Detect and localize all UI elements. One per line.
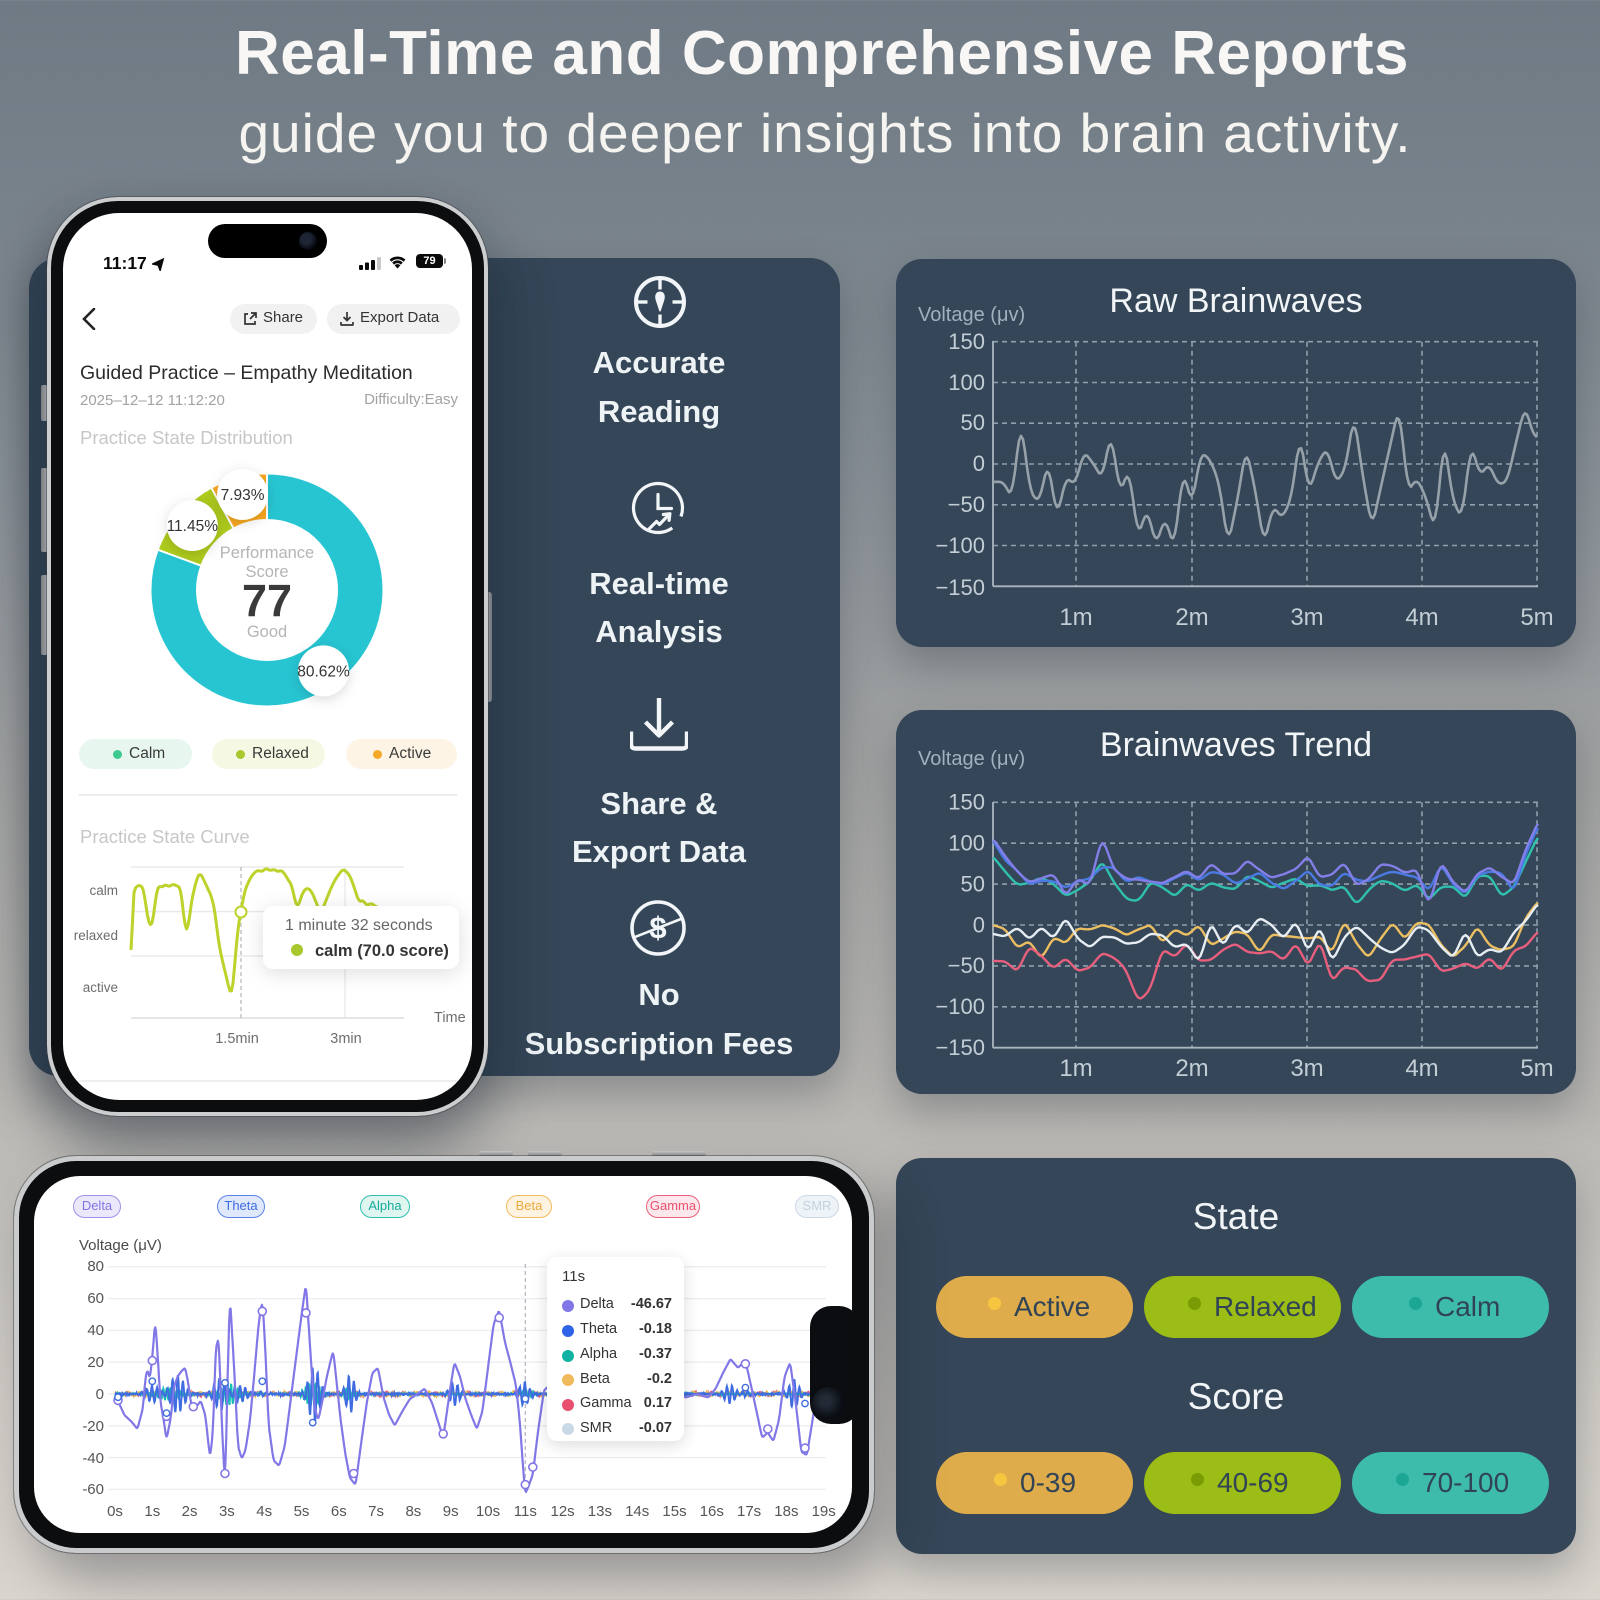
svg-text:4m: 4m [1405,1055,1438,1082]
svg-text:Voltage (μv): Voltage (μv) [918,748,1025,770]
svg-text:−100: −100 [935,533,985,558]
svg-text:Performance: Performance [220,544,314,562]
svg-text:relaxed: relaxed [74,928,118,943]
svg-text:12s: 12s [551,1503,575,1520]
svg-text:6s: 6s [331,1503,347,1520]
svg-text:18s: 18s [774,1503,798,1520]
svg-text:7s: 7s [368,1503,384,1520]
svg-text:50: 50 [961,871,985,896]
svg-text:13s: 13s [588,1503,612,1520]
svg-text:1s: 1s [144,1503,160,1520]
svg-text:0: 0 [96,1386,104,1403]
svg-text:calm: calm [89,883,118,898]
svg-text:3min: 3min [330,1031,361,1047]
svg-text:−150: −150 [935,1035,985,1060]
svg-text:Score: Score [245,563,288,581]
svg-text:calm (70.0 score): calm (70.0 score) [315,942,449,960]
svg-text:77: 77 [242,575,292,626]
svg-text:150: 150 [948,790,985,815]
svg-text:1m: 1m [1059,1055,1092,1082]
svg-text:-20: -20 [82,1418,104,1435]
svg-text:3m: 3m [1290,604,1323,631]
svg-text:80.62%: 80.62% [297,663,350,680]
svg-text:0: 0 [973,451,985,476]
svg-text:17s: 17s [737,1503,761,1520]
svg-text:40: 40 [87,1322,104,1339]
svg-text:80: 80 [87,1258,104,1275]
svg-text:50: 50 [961,410,985,435]
svg-text:16s: 16s [700,1503,724,1520]
svg-text:2m: 2m [1175,604,1208,631]
svg-text:-60: -60 [82,1481,104,1498]
svg-text:14s: 14s [625,1503,649,1520]
svg-text:5m: 5m [1520,1055,1553,1082]
svg-text:Brainwaves Trend: Brainwaves Trend [1100,726,1372,764]
svg-text:20: 20 [87,1354,104,1371]
svg-text:2s: 2s [182,1503,198,1520]
svg-text:60: 60 [87,1290,104,1307]
svg-text:1m: 1m [1059,604,1092,631]
svg-text:Time: Time [434,1010,466,1026]
svg-text:Raw Brainwaves: Raw Brainwaves [1109,282,1362,320]
svg-text:5s: 5s [294,1503,310,1520]
svg-text:−100: −100 [935,994,985,1019]
svg-text:11s: 11s [514,1503,537,1520]
svg-text:11.45%: 11.45% [167,518,219,535]
svg-text:−50: −50 [948,953,985,978]
svg-text:100: 100 [948,370,985,395]
svg-text:10s: 10s [476,1503,500,1520]
svg-text:5m: 5m [1520,604,1553,631]
svg-text:3s: 3s [219,1503,235,1520]
svg-text:3m: 3m [1290,1055,1323,1082]
svg-text:0s: 0s [107,1503,123,1520]
svg-text:100: 100 [948,831,985,856]
svg-text:150: 150 [948,329,985,354]
svg-text:7.93%: 7.93% [221,487,265,504]
svg-text:Good: Good [247,623,287,641]
svg-text:4m: 4m [1405,604,1438,631]
svg-text:9s: 9s [443,1503,459,1520]
svg-text:−50: −50 [948,492,985,517]
svg-text:-40: -40 [82,1450,104,1467]
svg-text:0: 0 [973,912,985,937]
svg-text:8s: 8s [405,1503,421,1520]
svg-text:−150: −150 [935,575,985,600]
svg-text:19s: 19s [812,1503,836,1520]
svg-text:active: active [83,980,118,995]
svg-text:4s: 4s [256,1503,272,1520]
svg-text:Voltage (μv): Voltage (μv) [918,304,1025,326]
svg-text:1.5min: 1.5min [215,1031,259,1047]
svg-text:15s: 15s [662,1503,686,1520]
svg-text:2m: 2m [1175,1055,1208,1082]
svg-text:1 minute 32 seconds: 1 minute 32 seconds [285,917,433,934]
